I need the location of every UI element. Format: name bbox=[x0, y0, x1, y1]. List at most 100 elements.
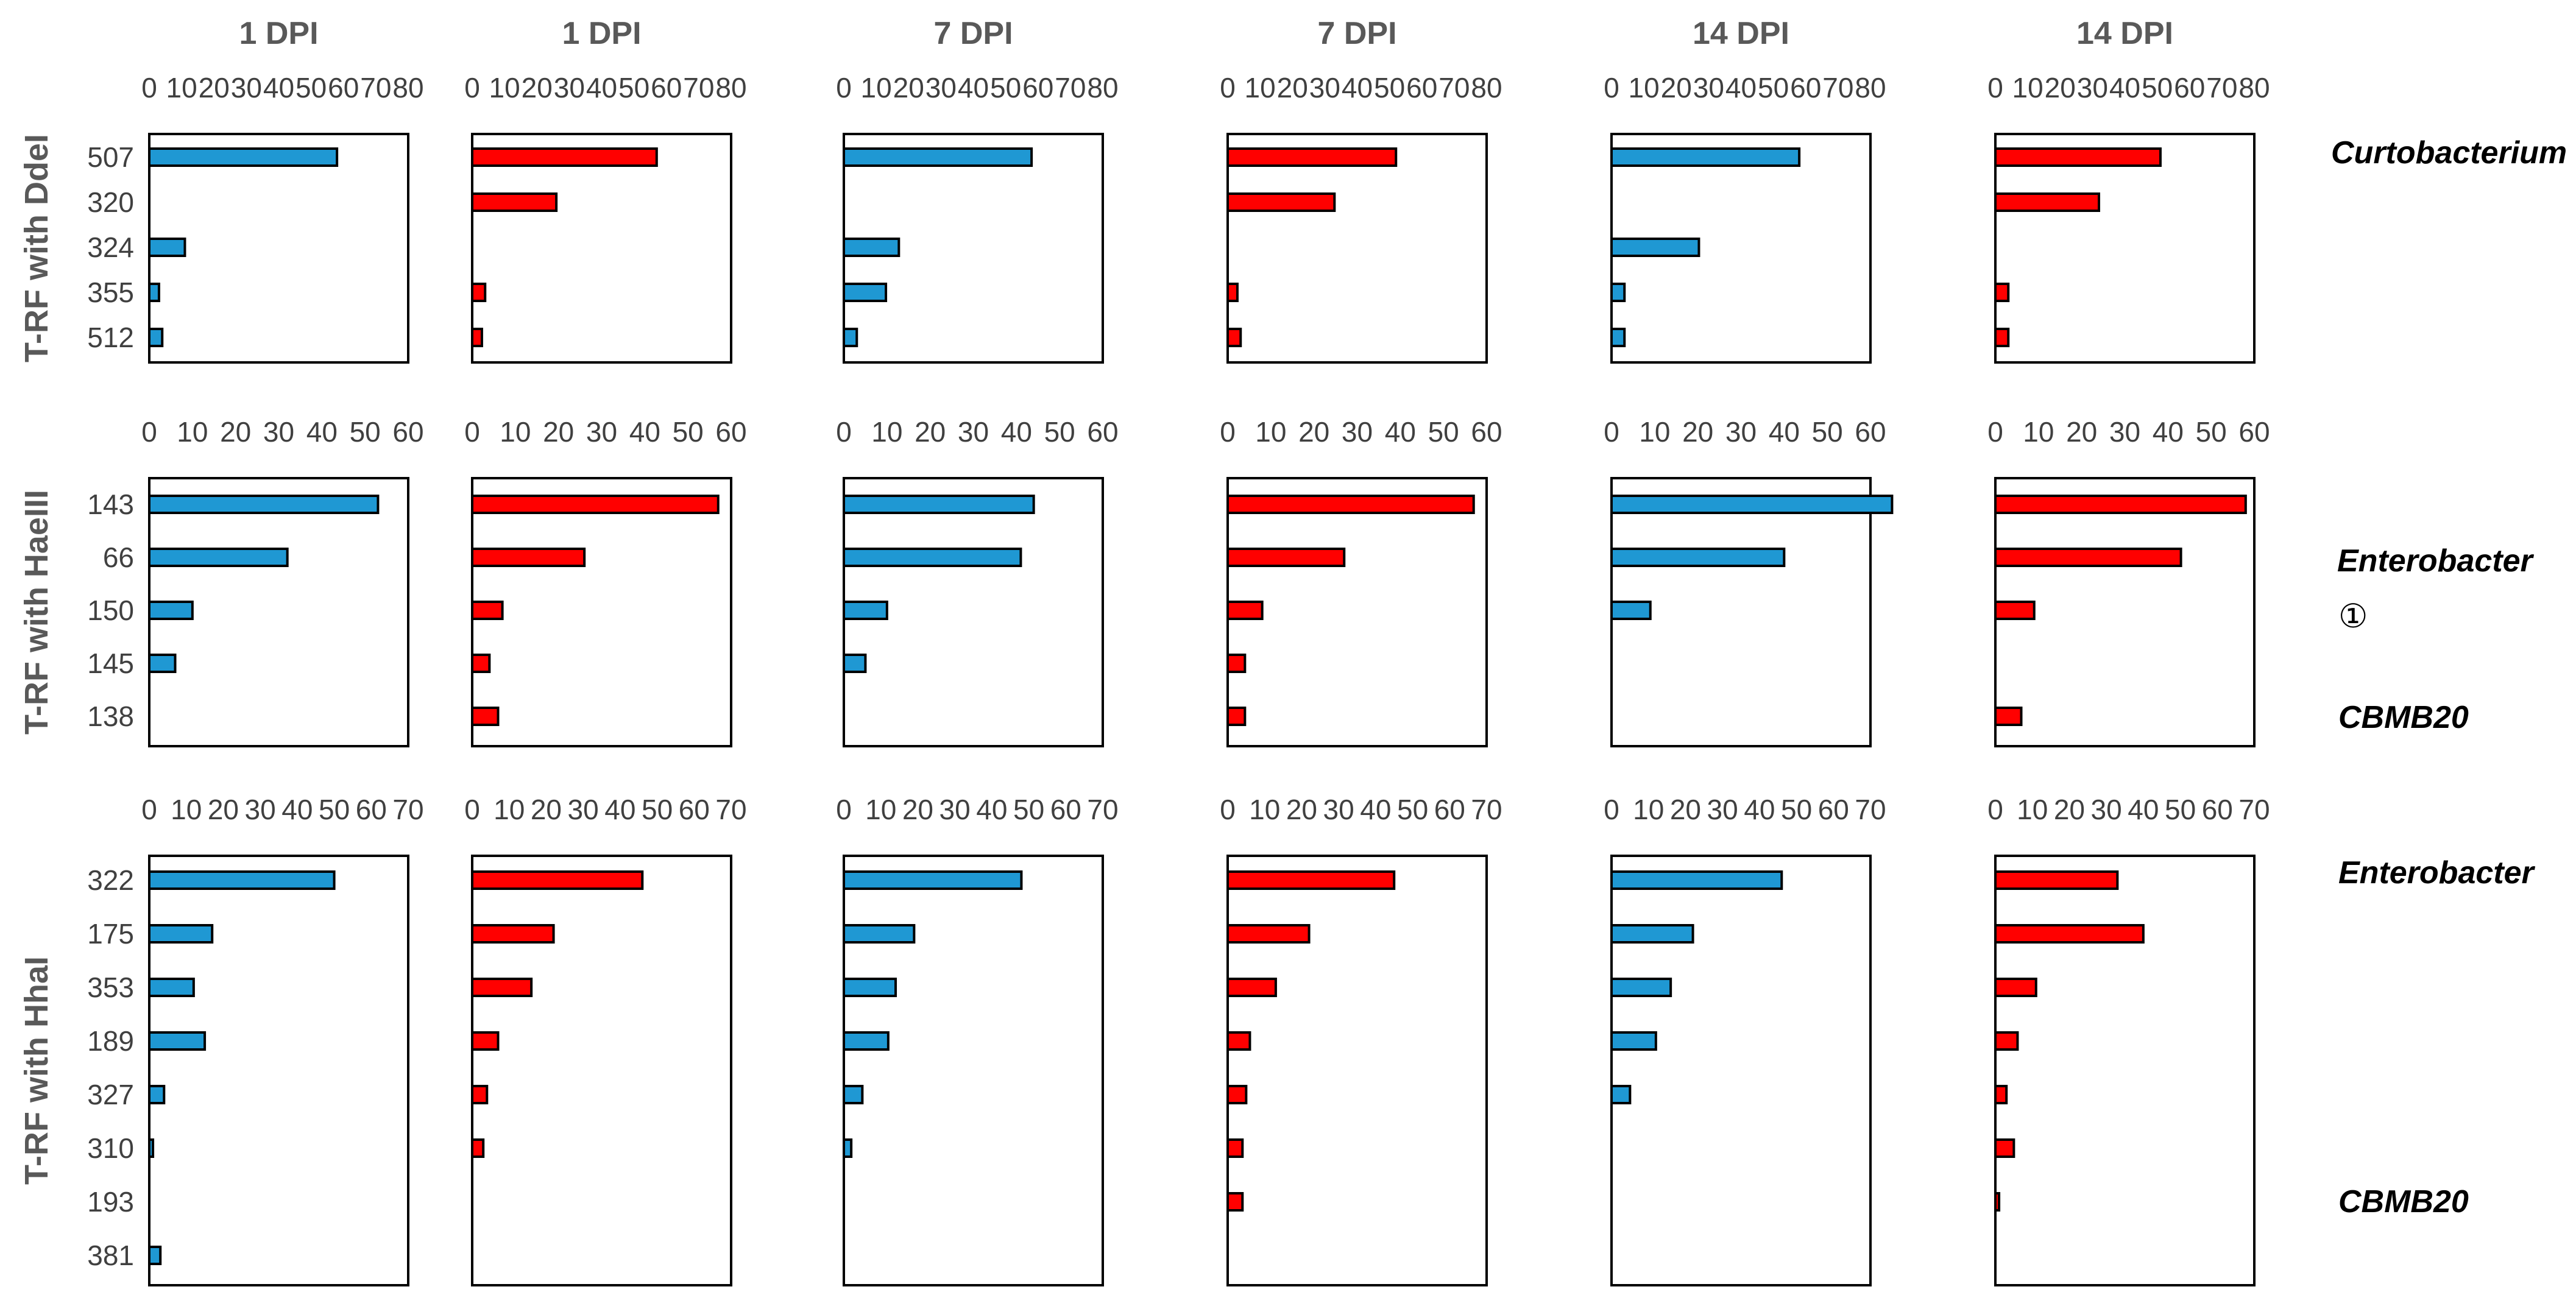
x-tick-label: 40 bbox=[1744, 794, 1775, 825]
x-tick-label: 30 bbox=[231, 72, 262, 104]
x-tick-label: 10 bbox=[171, 794, 202, 825]
bar bbox=[148, 924, 214, 944]
bar bbox=[1226, 1192, 1244, 1212]
x-tick-label: 10 bbox=[1255, 416, 1286, 448]
annotation-enterobacter-haeiii: Enterobacter bbox=[2337, 543, 2535, 579]
bar bbox=[1994, 495, 2247, 514]
x-tick-label: 60 bbox=[715, 416, 746, 448]
bar bbox=[1610, 924, 1694, 944]
bar bbox=[843, 978, 897, 997]
bar bbox=[1994, 1031, 2019, 1051]
x-tick-label: 10 bbox=[2023, 416, 2054, 448]
bar bbox=[843, 283, 888, 302]
panel: 0 10 20 30 40 50 60 70 80 bbox=[1987, 72, 2270, 364]
x-tick-label: 40 bbox=[1001, 416, 1032, 448]
x-tick-label: 10 bbox=[2012, 72, 2043, 104]
plot-frame bbox=[1994, 855, 2256, 1286]
bar bbox=[1226, 495, 1475, 514]
row-title: T-RF with DdeI bbox=[18, 134, 55, 362]
x-tick-label: 20 bbox=[199, 72, 230, 104]
x-tick-label: 40 bbox=[306, 416, 338, 448]
x-tick-label: 60 bbox=[1050, 794, 1081, 825]
x-tick-label: 40 bbox=[1385, 416, 1416, 448]
bar bbox=[148, 495, 380, 514]
bar bbox=[1226, 1138, 1244, 1158]
bar bbox=[1610, 978, 1672, 997]
x-tick-label: 50 bbox=[673, 416, 704, 448]
x-tick-label: 20 bbox=[1277, 72, 1308, 104]
x-tick-label: 50 bbox=[1397, 794, 1428, 825]
y-category-label: 322 bbox=[87, 864, 134, 896]
x-tick-label: 30 bbox=[1342, 416, 1373, 448]
x-tick-label: 50 bbox=[2165, 794, 2196, 825]
x-tick-label: 0 bbox=[836, 72, 852, 104]
x-tick-label: 10 bbox=[177, 416, 208, 448]
x-tick-label: 40 bbox=[604, 794, 635, 825]
x-tick-label: 20 bbox=[220, 416, 251, 448]
bar bbox=[148, 654, 177, 673]
panel: 0 10 20 30 40 50 60 143 66 150 145 138 bbox=[87, 416, 424, 747]
column-title: 14 DPI bbox=[1693, 16, 1789, 51]
bar bbox=[1994, 978, 2037, 997]
panel: 0 10 20 30 40 50 60 70 80 bbox=[1220, 72, 1502, 364]
x-tick-label: 50 bbox=[1013, 794, 1044, 825]
x-tick-label: 0 bbox=[1604, 72, 1619, 104]
annotation-cbmb20-haeiii: CBMB20 bbox=[2338, 700, 2469, 735]
panel: 0 10 20 30 40 50 60 70 80 507 320 324 355 512 bbox=[87, 72, 424, 364]
x-tick-label: 40 bbox=[586, 72, 617, 104]
x-tick-label: 0 bbox=[1987, 416, 2003, 448]
bar bbox=[843, 548, 1022, 567]
x-tick-label: 10 bbox=[2017, 794, 2048, 825]
x-tick-label: 20 bbox=[893, 72, 924, 104]
x-tick-label: 20 bbox=[1661, 72, 1692, 104]
plot-frame bbox=[1226, 133, 1488, 364]
x-tick-label: 0 bbox=[1604, 416, 1619, 448]
bar bbox=[471, 924, 555, 944]
x-tick-label: 80 bbox=[1471, 72, 1502, 104]
x-tick-label: 10 bbox=[865, 794, 896, 825]
x-tick-label: 0 bbox=[464, 72, 480, 104]
x-tick-label: 70 bbox=[392, 794, 423, 825]
panel: 0 10 20 30 40 50 60 bbox=[1604, 416, 1894, 747]
annotation-curtobacterium: Curtobacterium bbox=[2331, 135, 2567, 171]
x-tick-label: 20 bbox=[1298, 416, 1329, 448]
bar bbox=[471, 328, 483, 347]
bar bbox=[148, 238, 186, 257]
bar bbox=[1994, 924, 2145, 944]
x-tick-label: 30 bbox=[245, 794, 276, 825]
bar bbox=[1226, 654, 1247, 673]
plot-frame bbox=[471, 133, 732, 364]
x-tick-label: 70 bbox=[1855, 794, 1886, 825]
x-tick-label: 30 bbox=[2077, 72, 2108, 104]
x-tick-label: 20 bbox=[1286, 794, 1317, 825]
bar bbox=[1226, 328, 1242, 347]
y-category-label: 193 bbox=[87, 1186, 134, 1218]
bar bbox=[148, 548, 289, 567]
x-tick-label: 60 bbox=[356, 794, 387, 825]
bar bbox=[1994, 1192, 2001, 1212]
bar bbox=[471, 192, 558, 212]
bar bbox=[1994, 147, 2162, 167]
bar bbox=[1610, 495, 1894, 514]
x-tick-label: 80 bbox=[1087, 72, 1118, 104]
x-tick-label: 60 bbox=[1790, 72, 1821, 104]
bar bbox=[1226, 978, 1277, 997]
bar bbox=[1226, 548, 1346, 567]
x-tick-label: 60 bbox=[392, 416, 423, 448]
x-tick-label: 30 bbox=[925, 72, 957, 104]
x-tick-label: 50 bbox=[1758, 72, 1789, 104]
bar bbox=[843, 1138, 853, 1158]
x-tick-label: 20 bbox=[1682, 416, 1713, 448]
bar bbox=[471, 495, 720, 514]
bar bbox=[471, 1085, 489, 1104]
y-category-label: 150 bbox=[87, 595, 134, 626]
x-tick-label: 60 bbox=[1434, 794, 1465, 825]
y-category-label: 175 bbox=[87, 918, 134, 950]
x-tick-label: 60 bbox=[1818, 794, 1849, 825]
bar bbox=[471, 707, 500, 726]
x-tick-label: 70 bbox=[683, 72, 714, 104]
plot-frame bbox=[1994, 133, 2256, 364]
x-tick-label: 30 bbox=[939, 794, 971, 825]
bar bbox=[843, 328, 858, 347]
column-title: 1 DPI bbox=[239, 16, 318, 51]
